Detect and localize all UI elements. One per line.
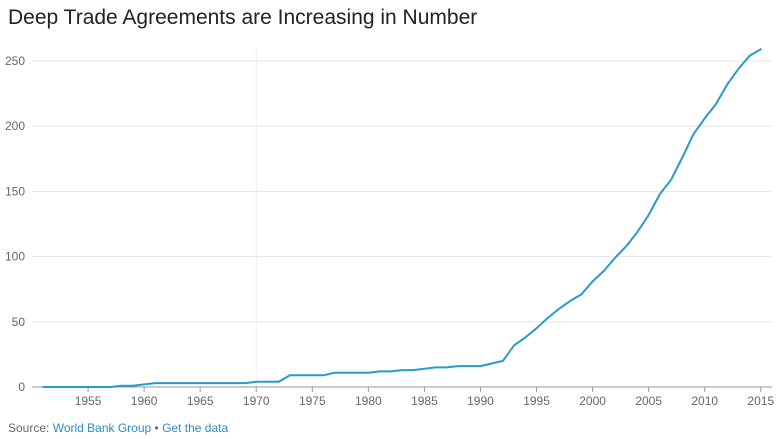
data-point[interactable] [220, 380, 226, 386]
data-point[interactable] [567, 298, 573, 304]
data-point[interactable] [556, 306, 562, 312]
data-point[interactable] [107, 384, 113, 390]
data-point[interactable] [343, 370, 349, 376]
y-axis-tick-labels: 0 50 100 150 200 250 [5, 54, 25, 394]
data-point[interactable] [63, 384, 69, 390]
y-tick-label: 250 [5, 54, 25, 68]
chart-title: Deep Trade Agreements are Increasing in … [8, 6, 478, 29]
gridlines [32, 48, 772, 387]
data-point[interactable] [152, 380, 158, 386]
x-tick-label: 2000 [579, 394, 606, 408]
data-point[interactable] [522, 334, 528, 340]
data-point[interactable] [130, 383, 136, 389]
data-point[interactable] [51, 384, 57, 390]
data-point[interactable] [634, 229, 640, 235]
data-point[interactable] [264, 379, 270, 385]
data-point[interactable] [175, 380, 181, 386]
data-point[interactable] [388, 368, 394, 374]
data-point[interactable] [724, 82, 730, 88]
x-tick-label: 1990 [467, 394, 494, 408]
data-point[interactable] [253, 379, 259, 385]
data-points [40, 46, 764, 390]
x-tick-label: 1960 [131, 394, 158, 408]
data-point[interactable] [534, 325, 540, 331]
data-point[interactable] [186, 380, 192, 386]
data-point[interactable] [511, 342, 517, 348]
x-axis-tick-labels: 1955 1960 1965 1970 1975 1980 1985 1990 1995 2000… [75, 387, 774, 408]
data-point[interactable] [74, 384, 80, 390]
data-point[interactable] [679, 155, 685, 161]
x-tick-label: 1995 [523, 394, 550, 408]
data-point[interactable] [702, 115, 708, 121]
data-point[interactable] [309, 372, 315, 378]
y-tick-label: 50 [12, 315, 26, 329]
data-point[interactable] [40, 384, 46, 390]
y-tick-label: 150 [5, 184, 25, 198]
data-point[interactable] [735, 66, 741, 72]
x-tick-label: 1965 [187, 394, 214, 408]
x-tick-label: 2015 [747, 394, 774, 408]
data-point[interactable] [377, 368, 383, 374]
data-point[interactable] [298, 372, 304, 378]
x-tick-label: 1980 [355, 394, 382, 408]
chart-footer: Source: World Bank Group • Get the data [8, 421, 228, 435]
data-point[interactable] [96, 384, 102, 390]
data-point[interactable] [646, 212, 652, 218]
data-point[interactable] [601, 268, 607, 274]
data-point[interactable] [623, 243, 629, 249]
x-tick-label: 1985 [411, 394, 438, 408]
y-tick-label: 200 [5, 119, 25, 133]
series-line [42, 48, 762, 388]
data-point[interactable] [668, 177, 674, 183]
data-point[interactable] [477, 363, 483, 369]
x-tick-label: 2010 [691, 394, 718, 408]
y-tick-label: 100 [5, 250, 25, 264]
data-point[interactable] [489, 361, 495, 367]
data-point[interactable] [612, 255, 618, 261]
data-point[interactable] [321, 372, 327, 378]
data-point[interactable] [410, 367, 416, 373]
y-tick-label: 0 [18, 380, 25, 394]
data-point[interactable] [119, 383, 125, 389]
x-tick-label: 1955 [75, 394, 102, 408]
data-point[interactable] [444, 364, 450, 370]
data-point[interactable] [500, 358, 506, 364]
data-point[interactable] [208, 380, 214, 386]
data-point[interactable] [197, 380, 203, 386]
source-link[interactable]: World Bank Group [52, 421, 152, 435]
data-point[interactable] [657, 191, 663, 197]
data-point[interactable] [466, 363, 472, 369]
data-point[interactable] [747, 53, 753, 59]
data-point[interactable] [85, 384, 91, 390]
data-point[interactable] [758, 46, 764, 52]
data-point[interactable] [691, 131, 697, 137]
data-point[interactable] [276, 379, 282, 385]
data-point[interactable] [455, 363, 461, 369]
data-point[interactable] [713, 101, 719, 107]
data-point[interactable] [399, 367, 405, 373]
data-point[interactable] [578, 291, 584, 297]
data-point[interactable] [231, 380, 237, 386]
x-tick-label: 1975 [299, 394, 326, 408]
data-point[interactable] [332, 370, 338, 376]
data-point[interactable] [421, 366, 427, 372]
data-point[interactable] [287, 372, 293, 378]
get-data-link[interactable]: Get the data [162, 421, 229, 435]
x-tick-label: 2005 [635, 394, 662, 408]
data-point[interactable] [164, 380, 170, 386]
footer-separator: • [154, 421, 159, 435]
source-prefix: Source: [8, 421, 50, 435]
data-point[interactable] [365, 370, 371, 376]
data-point[interactable] [545, 315, 551, 321]
data-point[interactable] [242, 380, 248, 386]
data-point[interactable] [354, 370, 360, 376]
data-point[interactable] [141, 381, 147, 387]
data-point[interactable] [433, 364, 439, 370]
x-tick-label: 1970 [243, 394, 270, 408]
data-point[interactable] [590, 278, 596, 284]
